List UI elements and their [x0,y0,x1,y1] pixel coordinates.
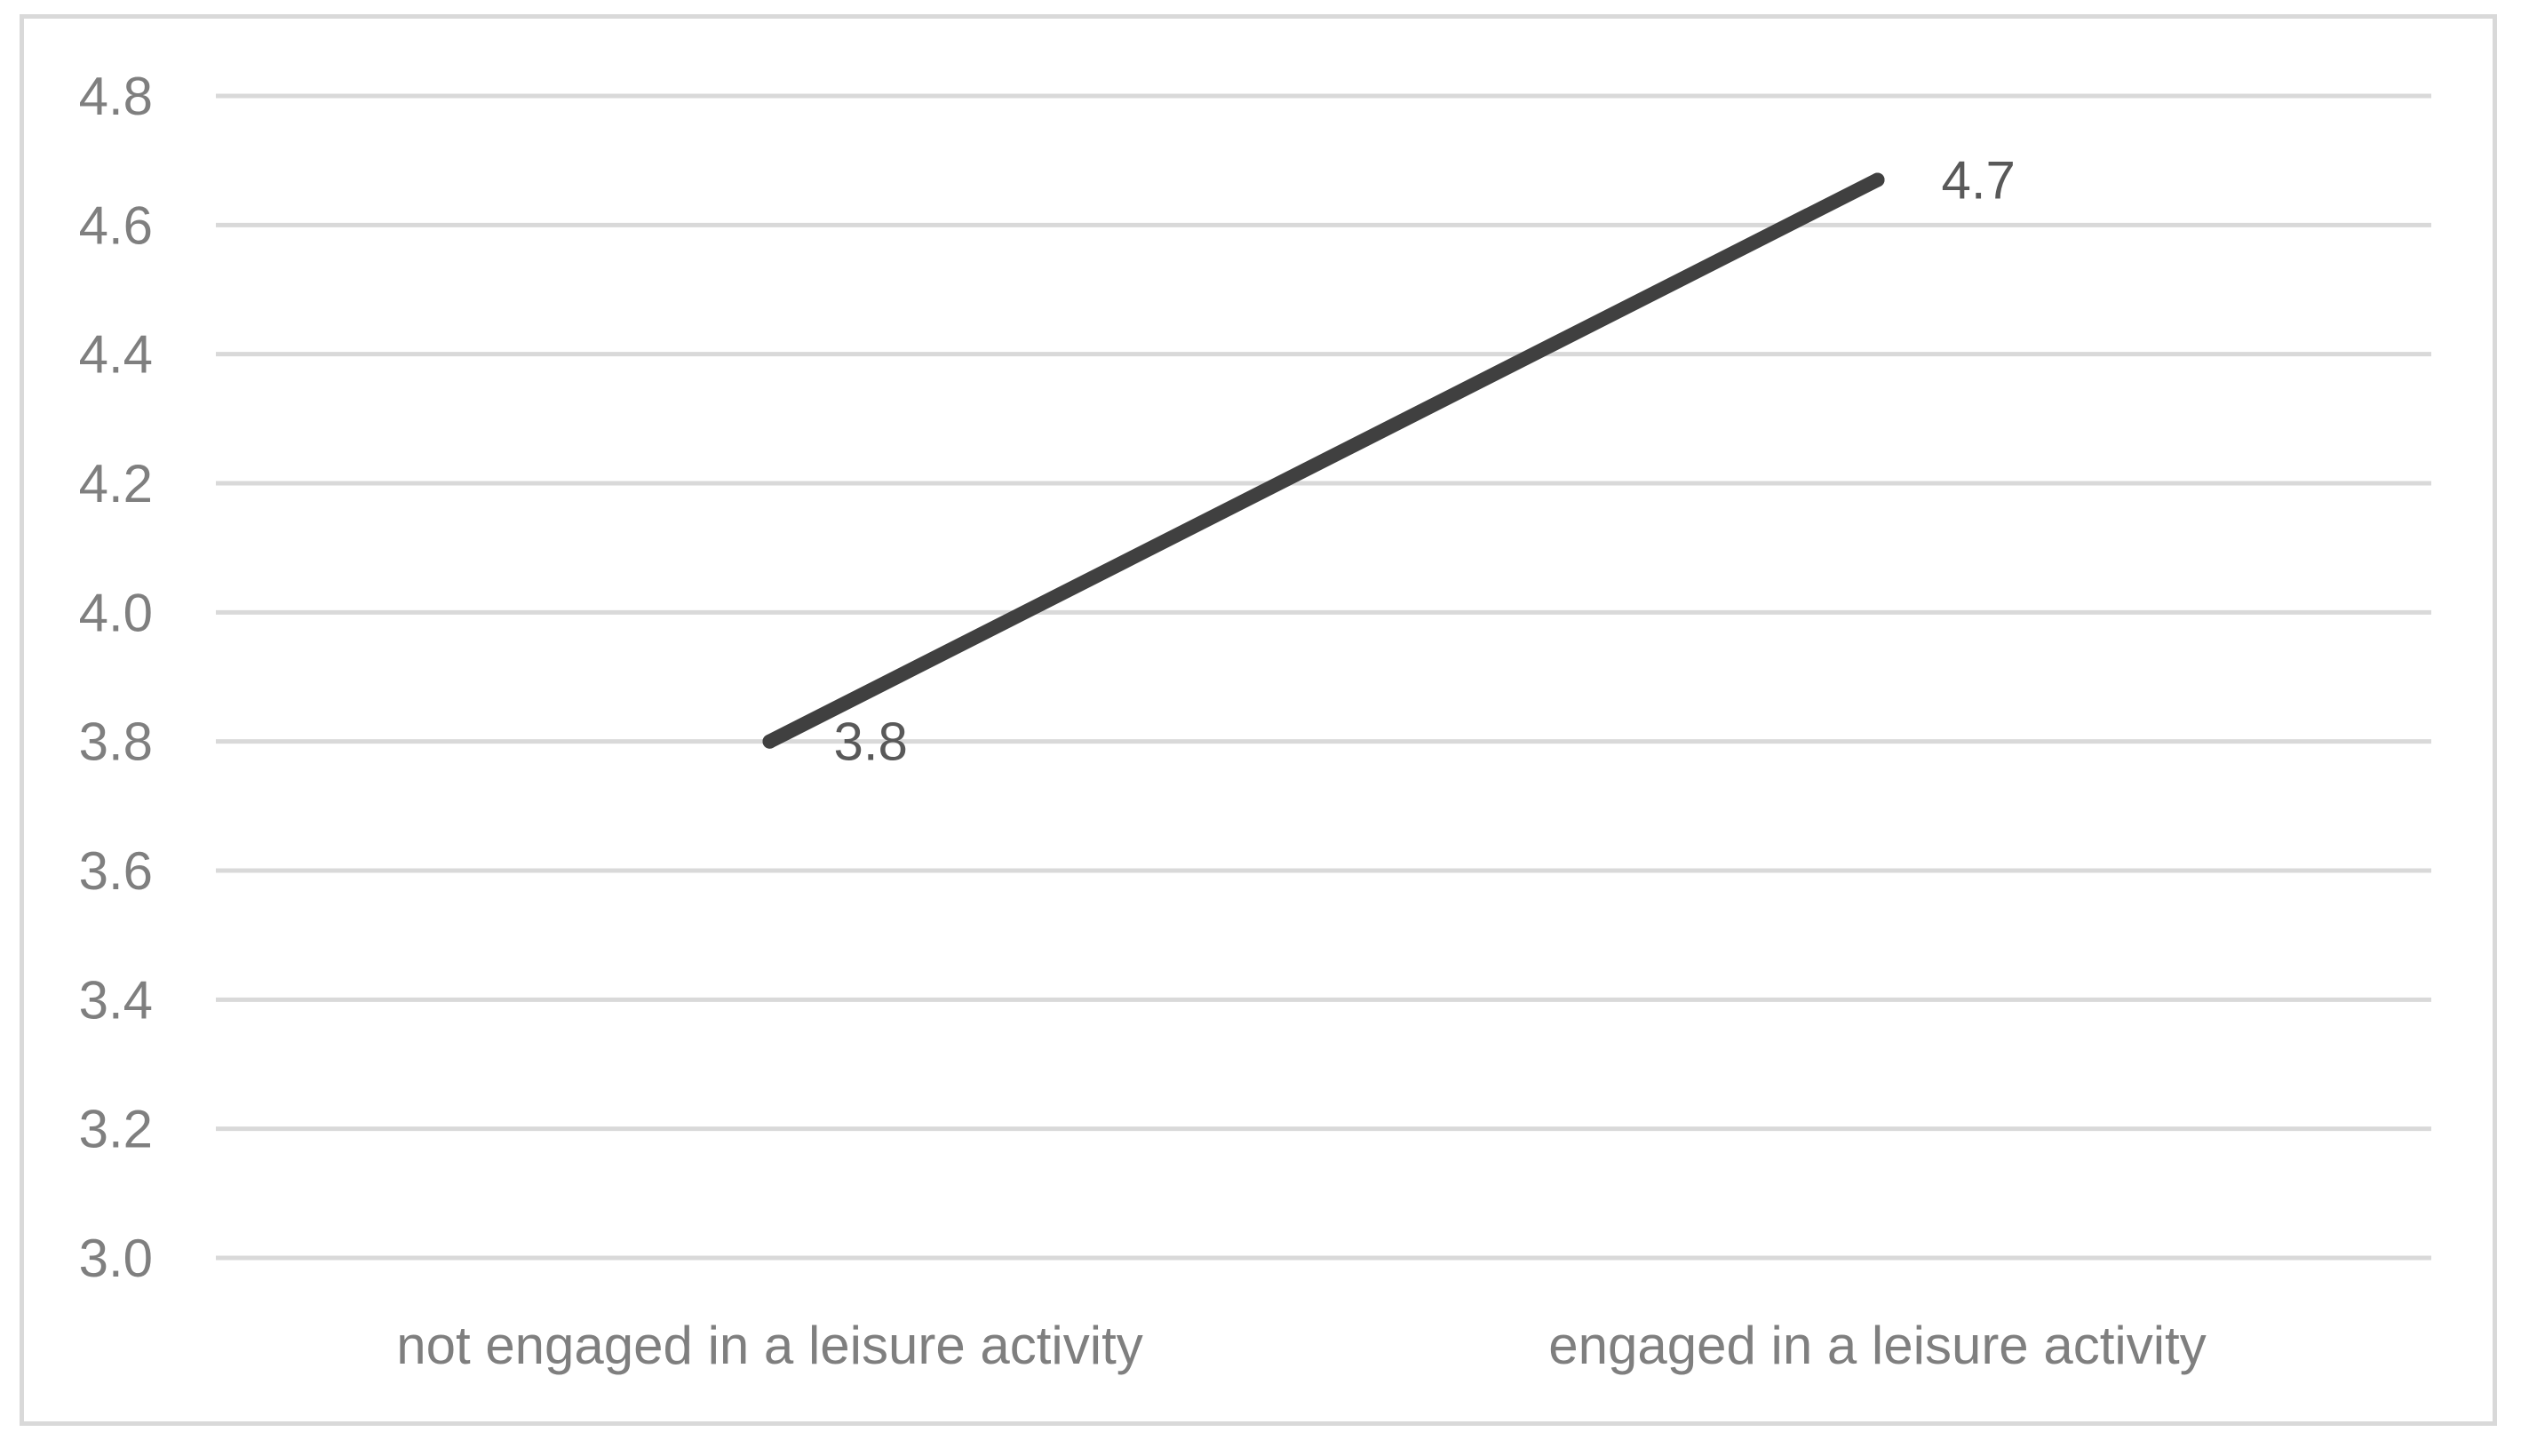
y-tick-label-3.4: 3.4 [79,970,153,1030]
data-point-0 [762,734,777,749]
x-category-label-0: not engaged in a leisure activity [396,1316,1143,1375]
series-line [762,172,1885,749]
data-label-0: 3.8 [834,712,908,772]
y-tick-label-4.6: 4.6 [79,195,153,255]
y-tick-label-4.0: 4.0 [79,583,153,642]
data-label-1: 4.7 [1942,150,2016,210]
y-tick-label-3.2: 3.2 [79,1100,153,1159]
x-axis-category-labels: not engaged in a leisure activity engaged… [396,1316,2206,1375]
data-point-1 [1870,172,1885,187]
y-tick-label-3.6: 3.6 [79,841,153,901]
data-labels: 3.8 4.7 [834,150,2016,771]
y-axis-tick-labels: 3.0 3.2 3.4 3.6 3.8 4.0 4.2 4.4 4.6 4.8 [79,67,153,1288]
gridlines [216,93,2431,1261]
chart-frame [20,14,2497,1426]
y-tick-label-3.0: 3.0 [79,1229,153,1288]
y-tick-label-4.4: 4.4 [79,325,153,385]
x-category-label-1: engaged in a leisure activity [1548,1316,2206,1375]
y-tick-label-3.8: 3.8 [79,712,153,772]
y-tick-label-4.2: 4.2 [79,454,153,513]
y-tick-label-4.8: 4.8 [79,67,153,126]
series-line-group [762,172,1885,749]
